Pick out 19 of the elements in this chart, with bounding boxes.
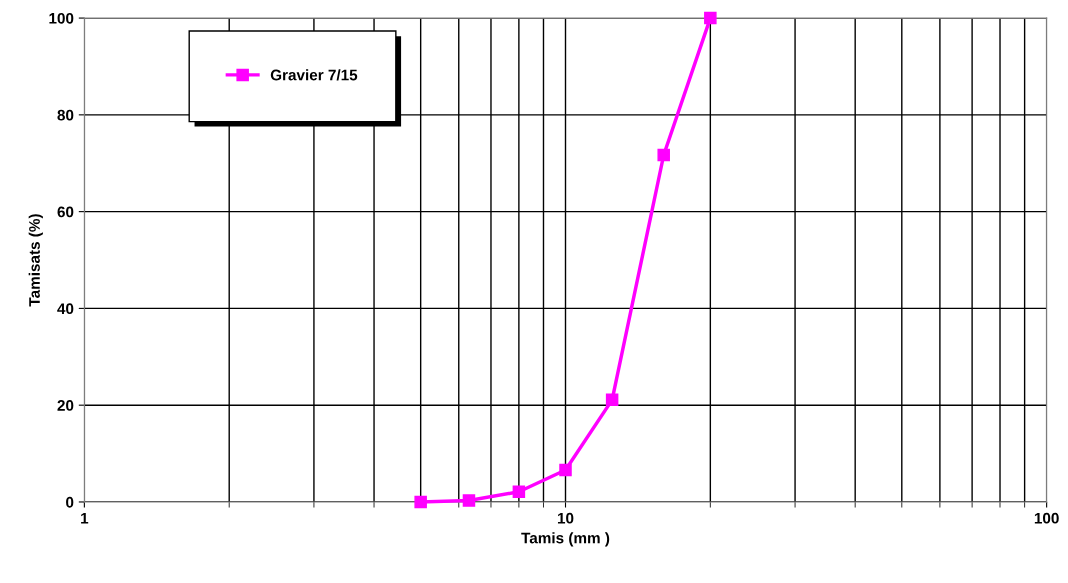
point (704, 11, 717, 25)
legend-label: Gravier 7/15 (270, 69, 358, 81)
point (559, 463, 572, 477)
x-tick-label: 1 (81, 512, 89, 524)
y-tick-label: 60 (57, 206, 74, 218)
x-tick-label: 100 (1034, 512, 1059, 524)
point (462, 494, 476, 507)
y-axis-title: Tamisats (%) (28, 214, 43, 307)
point (414, 495, 427, 509)
x-axis-title: Tamis (mm ) (521, 532, 610, 547)
point (657, 148, 670, 162)
y-tick-label: 80 (57, 109, 74, 121)
x-tick-label: 10 (557, 512, 574, 524)
y-tick-label: 40 (57, 303, 74, 315)
point (605, 393, 619, 407)
point (512, 485, 526, 499)
y-tick-label: 100 (49, 12, 74, 24)
y-tick-label: 20 (57, 400, 74, 411)
y-tick-label: 0 (66, 496, 74, 508)
